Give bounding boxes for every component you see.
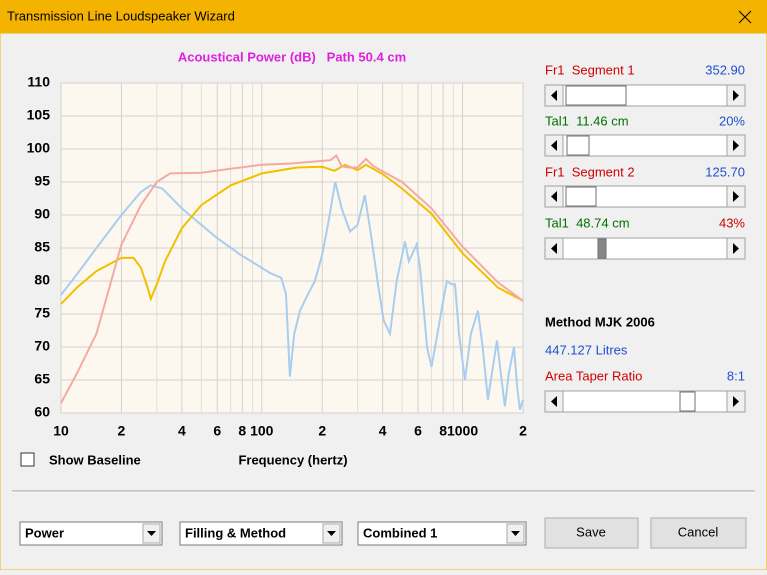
button-text[interactable]: Save (576, 524, 606, 539)
scroll-thumb (679, 391, 696, 412)
title-bar (0, 0, 767, 33)
y-tick-label: 110 (27, 74, 50, 90)
x-tick-label: 6 (213, 423, 221, 439)
scroll-thumb (565, 85, 627, 106)
dropdown-text[interactable]: Filling & Method (185, 525, 286, 540)
scrollbar[interactable] (544, 237, 746, 260)
scrollbar-track (544, 237, 746, 260)
y-tick-label: 95 (34, 173, 50, 189)
x-tick-label: 1000 (447, 423, 478, 439)
x-axis-label: Frequency (hertz) (238, 452, 347, 467)
arrow-icon (551, 243, 557, 254)
x-tick-label: 2 (519, 423, 527, 439)
dropdown[interactable] (179, 521, 343, 546)
taper-label: Area Taper Ratio (545, 368, 642, 383)
series-line (60, 154, 524, 404)
arrow-icon (733, 191, 739, 202)
method: Method MJK 2006 (545, 314, 655, 329)
close-button[interactable] (738, 10, 752, 24)
row-value: 43% (719, 215, 745, 230)
checkbox[interactable] (20, 452, 35, 467)
row-value: 20% (719, 113, 745, 128)
scrollbar[interactable] (544, 185, 746, 208)
arrow-icon (551, 191, 557, 202)
x-tick-label: 2 (118, 423, 126, 439)
x-tick-label: 2 (318, 423, 326, 439)
scrollbar[interactable] (544, 84, 746, 107)
taper-value: 8:1 (727, 368, 745, 383)
y-tick-label: 80 (34, 272, 50, 288)
x-tick-label: 8 (439, 423, 447, 439)
scrollbar[interactable] (544, 134, 746, 157)
x-tick-label: 4 (379, 423, 387, 439)
arrow-icon (733, 140, 739, 151)
y-tick-label: 70 (34, 338, 50, 354)
button-text[interactable]: Cancel (678, 524, 719, 539)
scrollbar[interactable] (544, 390, 746, 413)
button[interactable] (544, 517, 639, 549)
window-title: Transmission Line Loudspeaker Wizard (7, 8, 235, 23)
scroll-thumb (566, 135, 590, 156)
row-label: Tal1 48.74 cm (545, 215, 630, 230)
scroll-thumb (565, 186, 597, 207)
row-value: 125.70 (705, 164, 745, 179)
row-label: Fr1 Segment 2 (545, 164, 635, 179)
x-tick-label: 10 (53, 423, 69, 439)
arrow-icon (733, 396, 739, 407)
scrollbar-track (544, 390, 746, 413)
arrow-icon (551, 396, 557, 407)
y-tick-label: 90 (34, 206, 50, 222)
volume: 447.127 Litres (545, 342, 628, 357)
y-tick-label: 65 (34, 371, 50, 387)
y-tick-label: 85 (34, 239, 50, 255)
dropdown[interactable] (19, 521, 163, 546)
row-value: 352.90 (705, 62, 745, 77)
arrow-icon (551, 90, 557, 101)
x-tick-label: 8 (238, 423, 246, 439)
series-line (60, 163, 524, 305)
scroll-thumb (597, 238, 607, 259)
series-line (60, 181, 524, 410)
y-tick-label: 105 (27, 107, 51, 123)
arrow-icon (733, 243, 739, 254)
dropdown[interactable] (357, 521, 527, 546)
dropdown-text[interactable]: Combined 1 (363, 525, 437, 540)
arrow-icon (733, 90, 739, 101)
chart-title: Acoustical Power (dB) Path 50.4 cm (178, 49, 406, 64)
x-tick-label: 100 (250, 423, 274, 439)
y-tick-label: 100 (27, 140, 51, 156)
x-tick-label: 4 (178, 423, 186, 439)
x-tick-label: 6 (414, 423, 422, 439)
dropdown-text[interactable]: Power (25, 525, 64, 540)
row-label: Tal1 11.46 cm (545, 113, 629, 128)
y-tick-label: 60 (34, 404, 50, 420)
checkbox-label[interactable]: Show Baseline (49, 452, 141, 467)
button[interactable] (650, 517, 747, 549)
arrow-icon (551, 140, 557, 151)
row-label: Fr1 Segment 1 (545, 62, 635, 77)
y-tick-label: 75 (34, 305, 50, 321)
